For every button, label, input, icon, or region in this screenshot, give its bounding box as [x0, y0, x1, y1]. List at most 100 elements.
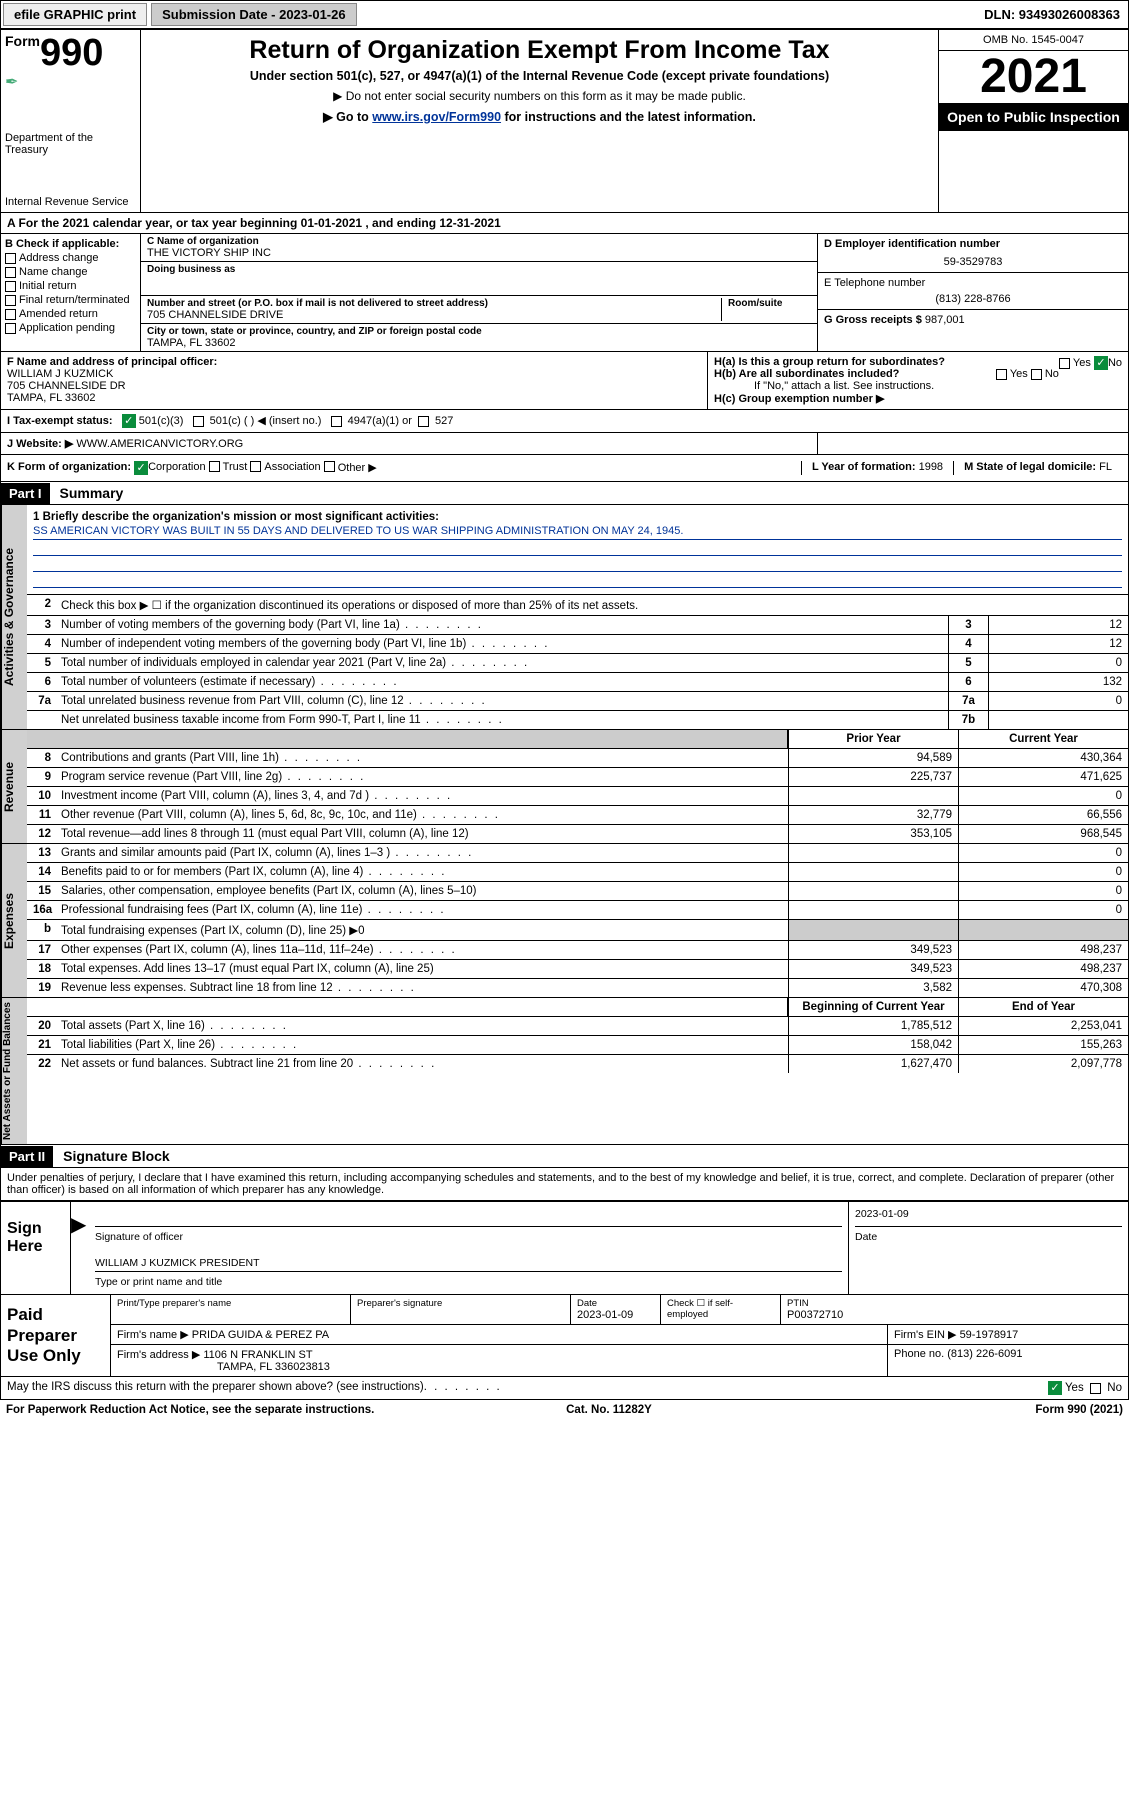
check-icon: ✓ [1094, 356, 1108, 370]
chk-address-change[interactable]: Address change [5, 252, 136, 264]
part2-badge: Part II [1, 1146, 53, 1167]
officer-name: WILLIAM J KUZMICK [7, 368, 701, 380]
section-b: B Check if applicable: Address change Na… [1, 234, 141, 351]
prep-date-value: 2023-01-09 [577, 1309, 654, 1321]
row-num: 12 [27, 825, 57, 843]
omb-number: OMB No. 1545-0047 [939, 30, 1128, 51]
l-label: L Year of formation: [812, 461, 916, 473]
sig-officer-label: Signature of officer [95, 1231, 842, 1243]
prior-year-hdr: Prior Year [788, 730, 958, 748]
form-990-number: 990 [40, 32, 103, 74]
discuss-no[interactable]: No [1107, 1382, 1122, 1394]
phone-label: E Telephone number [824, 277, 1122, 289]
row-text: Total unrelated business revenue from Pa… [57, 692, 948, 710]
officer-addr1: 705 CHANNELSIDE DR [7, 380, 701, 392]
signature-block: Under penalties of perjury, I declare th… [0, 1168, 1129, 1295]
row-curr: 2,097,778 [958, 1055, 1128, 1073]
chk-amended[interactable]: Amended return [5, 308, 136, 320]
preparer-block: Paid Preparer Use Only Print/Type prepar… [0, 1295, 1129, 1377]
row-num: 5 [27, 654, 57, 672]
row-prior: 225,737 [788, 768, 958, 786]
q2-text: Check this box ▶ ☐ if the organization d… [57, 595, 1128, 615]
discuss-yes[interactable]: Yes [1065, 1382, 1084, 1394]
subtitle-2: ▶ Do not enter social security numbers o… [147, 89, 932, 103]
m-value: FL [1099, 461, 1112, 473]
chk-initial-return[interactable]: Initial return [5, 280, 136, 292]
k-other[interactable]: Other ▶ [338, 461, 377, 475]
mission-question: 1 Briefly describe the organization's mi… [33, 511, 1122, 523]
officer-addr2: TAMPA, FL 33602 [7, 392, 701, 404]
k-assoc[interactable]: Association [264, 461, 320, 475]
row-num: 21 [27, 1036, 57, 1054]
row-prior: 1,627,470 [788, 1055, 958, 1073]
row-prior [788, 863, 958, 881]
row-curr-grey [958, 920, 1128, 940]
501c-opt[interactable]: 501(c) ( ) ◀ (insert no.) [210, 415, 322, 427]
revenue-side-label: Revenue [1, 730, 27, 843]
row-num [27, 711, 57, 729]
row-prior [788, 901, 958, 919]
hb-label: H(b) Are all subordinates included? [714, 368, 899, 380]
dept-treasury: Department of the Treasury [5, 132, 136, 156]
paperwork-notice: For Paperwork Reduction Act Notice, see … [6, 1404, 374, 1416]
section-k: K Form of organization: ✓ Corporation Tr… [0, 455, 1129, 482]
4947-opt[interactable]: 4947(a)(1) or [348, 415, 412, 427]
row-curr: 968,545 [958, 825, 1128, 843]
chk-final-return[interactable]: Final return/terminated [5, 294, 136, 306]
name-title-label: Type or print name and title [95, 1276, 842, 1288]
501c3-opt[interactable]: 501(c)(3) [139, 415, 184, 427]
row-curr: 2,253,041 [958, 1017, 1128, 1035]
row-text: Net assets or fund balances. Subtract li… [57, 1055, 788, 1073]
begin-year-hdr: Beginning of Current Year [788, 998, 958, 1016]
row-prior: 1,785,512 [788, 1017, 958, 1035]
row-text: Net unrelated business taxable income fr… [57, 711, 948, 729]
dba-label: Doing business as [147, 264, 811, 275]
declaration-text: Under penalties of perjury, I declare th… [1, 1168, 1128, 1202]
row-curr: 155,263 [958, 1036, 1128, 1054]
row-text: Total fundraising expenses (Part IX, col… [57, 920, 788, 940]
prep-sig-label: Preparer's signature [357, 1298, 564, 1309]
ha-yes[interactable]: Yes [1073, 357, 1091, 369]
row-prior: 3,582 [788, 979, 958, 997]
row-val: 0 [988, 654, 1128, 672]
row-num: 18 [27, 960, 57, 978]
current-year-hdr: Current Year [958, 730, 1128, 748]
ha-no[interactable]: No [1108, 357, 1122, 369]
hb-no[interactable]: No [1045, 368, 1059, 380]
check-icon: ✓ [134, 461, 148, 475]
k-trust[interactable]: Trust [223, 461, 248, 475]
m-label: M State of legal domicile: [964, 461, 1096, 473]
row-curr: 0 [958, 863, 1128, 881]
irs-link[interactable]: www.irs.gov/Form990 [372, 110, 501, 124]
chk-name-change[interactable]: Name change [5, 266, 136, 278]
prep-check-label[interactable]: Check ☐ if self-employed [667, 1298, 774, 1320]
chk-application-pending[interactable]: Application pending [5, 322, 136, 334]
city-label: City or town, state or province, country… [147, 326, 811, 337]
form-header: Form990 ✒ Department of the Treasury Int… [0, 29, 1129, 213]
firm-addr-label: Firm's address ▶ [117, 1349, 200, 1361]
phone-value: (813) 228-8766 [824, 293, 1122, 305]
l-value: 1998 [919, 461, 943, 473]
row-num: 14 [27, 863, 57, 881]
blank-header [27, 730, 788, 748]
prep-date-label: Date [577, 1298, 654, 1309]
k-corp[interactable]: Corporation [148, 461, 205, 475]
row-prior: 349,523 [788, 941, 958, 959]
blank-header [27, 998, 788, 1016]
mission-blank-3 [33, 572, 1122, 588]
efile-print-button[interactable]: efile GRAPHIC print [3, 3, 147, 26]
row-num: 15 [27, 882, 57, 900]
hb-yes[interactable]: Yes [1010, 368, 1028, 380]
row-val: 0 [988, 692, 1128, 710]
website-label: J Website: ▶ [7, 438, 73, 450]
city-state-zip: TAMPA, FL 33602 [147, 337, 811, 349]
row-curr: 430,364 [958, 749, 1128, 767]
row-prior [788, 882, 958, 900]
row-curr: 498,237 [958, 960, 1128, 978]
527-opt[interactable]: 527 [435, 415, 453, 427]
row-num: 6 [27, 673, 57, 691]
section-deg: D Employer identification number 59-3529… [818, 234, 1128, 351]
expenses-section: Expenses 13Grants and similar amounts pa… [0, 844, 1129, 998]
gross-receipts-label: G Gross receipts $ [824, 314, 922, 326]
firm-name-label: Firm's name ▶ [117, 1329, 189, 1341]
